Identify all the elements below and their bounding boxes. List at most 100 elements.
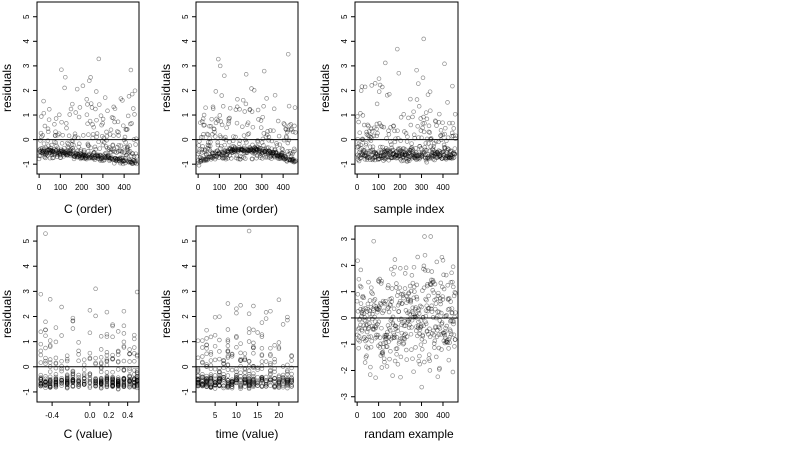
data-point bbox=[265, 151, 271, 156]
data-point bbox=[279, 151, 284, 156]
data-point bbox=[207, 143, 213, 149]
data-point bbox=[38, 348, 44, 354]
data-point bbox=[202, 147, 208, 152]
data-point bbox=[240, 147, 245, 152]
y-tick-label: 4 bbox=[181, 39, 190, 44]
data-point bbox=[40, 149, 45, 155]
data-point bbox=[388, 349, 393, 354]
data-point bbox=[246, 148, 251, 153]
data-point bbox=[110, 334, 115, 340]
data-point bbox=[443, 153, 449, 159]
data-point bbox=[44, 150, 50, 155]
data-point bbox=[76, 154, 81, 159]
data-point bbox=[125, 144, 130, 150]
data-point bbox=[274, 143, 280, 148]
data-point bbox=[42, 153, 48, 158]
data-point bbox=[90, 135, 95, 141]
data-point bbox=[125, 151, 130, 156]
data-point bbox=[395, 362, 401, 367]
data-point bbox=[63, 151, 68, 157]
data-point bbox=[205, 142, 211, 148]
data-point bbox=[356, 345, 361, 351]
data-point bbox=[384, 364, 390, 369]
data-point bbox=[119, 159, 124, 165]
data-point bbox=[250, 156, 255, 162]
data-point bbox=[358, 152, 364, 157]
data-point bbox=[360, 152, 365, 157]
data-point bbox=[413, 146, 418, 151]
data-point bbox=[81, 376, 87, 381]
data-point bbox=[133, 160, 138, 165]
data-point bbox=[229, 144, 234, 149]
data-point bbox=[406, 151, 411, 157]
data-point bbox=[236, 147, 241, 153]
data-point bbox=[122, 158, 127, 163]
data-point bbox=[442, 145, 448, 150]
data-point bbox=[266, 134, 272, 140]
y-tick-label: 2 bbox=[22, 314, 31, 319]
data-point bbox=[100, 138, 105, 143]
x-tick-label: 20 bbox=[274, 411, 283, 420]
data-point bbox=[425, 92, 431, 97]
data-point bbox=[120, 157, 126, 163]
x-axis-title: time (value) bbox=[216, 427, 279, 441]
data-point bbox=[394, 150, 400, 156]
data-point bbox=[104, 379, 110, 384]
data-point bbox=[407, 148, 413, 153]
data-point bbox=[104, 331, 110, 337]
data-point bbox=[289, 358, 294, 363]
data-point bbox=[80, 155, 85, 160]
data-point bbox=[80, 153, 86, 159]
data-point bbox=[394, 281, 399, 286]
data-point bbox=[93, 380, 98, 386]
data-point bbox=[118, 148, 123, 153]
data-point bbox=[397, 153, 402, 158]
data-point bbox=[131, 137, 137, 142]
data-point bbox=[121, 384, 127, 389]
data-point bbox=[200, 338, 205, 343]
data-point bbox=[235, 149, 241, 154]
x-axis-title: time (order) bbox=[216, 202, 278, 216]
data-point bbox=[438, 133, 443, 138]
data-point bbox=[388, 125, 393, 130]
data-point bbox=[438, 301, 443, 307]
data-point bbox=[57, 150, 62, 156]
data-point bbox=[81, 152, 86, 158]
y-tick-label: 1 bbox=[22, 112, 31, 117]
data-point bbox=[64, 151, 70, 156]
data-point bbox=[48, 148, 54, 153]
data-point bbox=[366, 123, 371, 129]
data-point bbox=[40, 149, 46, 154]
data-point bbox=[434, 153, 440, 158]
data-point bbox=[364, 132, 370, 137]
data-point bbox=[289, 371, 294, 377]
data-point bbox=[43, 379, 48, 385]
data-point bbox=[410, 356, 415, 361]
data-point bbox=[230, 146, 235, 152]
data-point bbox=[89, 154, 94, 160]
data-point bbox=[274, 141, 279, 146]
data-point bbox=[127, 160, 132, 165]
data-point bbox=[277, 153, 282, 158]
data-point bbox=[274, 153, 280, 159]
data-point bbox=[212, 332, 218, 338]
data-point bbox=[222, 147, 228, 153]
data-point bbox=[369, 129, 375, 134]
data-point bbox=[427, 154, 433, 160]
data-point bbox=[250, 124, 256, 130]
data-point bbox=[236, 146, 242, 152]
plot-frame bbox=[36, 225, 140, 403]
data-point bbox=[409, 155, 415, 161]
data-point bbox=[408, 146, 414, 151]
data-point bbox=[246, 131, 252, 136]
data-point bbox=[251, 340, 256, 346]
data-point bbox=[89, 153, 94, 158]
data-point bbox=[48, 145, 53, 151]
data-point bbox=[198, 157, 204, 162]
data-point bbox=[108, 156, 113, 161]
data-point bbox=[418, 128, 424, 133]
data-point bbox=[200, 157, 206, 162]
data-point bbox=[195, 338, 201, 343]
data-point bbox=[220, 104, 226, 109]
data-point bbox=[367, 137, 372, 142]
